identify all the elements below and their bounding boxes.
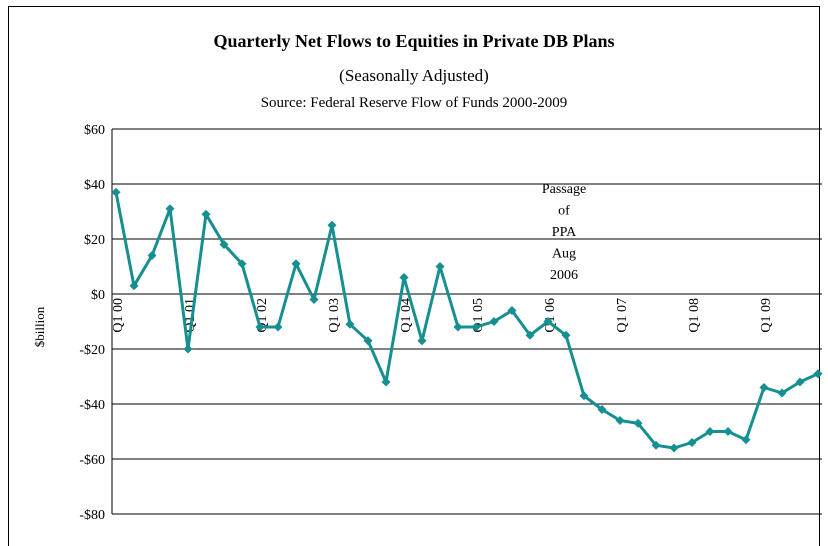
data-point	[435, 262, 445, 271]
data-point	[363, 336, 373, 346]
data-point	[507, 306, 517, 315]
data-point	[723, 427, 733, 436]
data-point	[489, 317, 499, 326]
x-tick-label: Q1 08	[687, 298, 702, 333]
data-point	[129, 281, 139, 291]
y-tick-label: $20	[84, 233, 105, 248]
data-point	[759, 383, 769, 392]
ppa-annotation-line: PPA	[552, 225, 577, 240]
data-point	[741, 435, 751, 445]
y-tick-label: $60	[84, 123, 105, 138]
data-point	[471, 322, 481, 332]
data-point	[309, 295, 319, 304]
data-point	[561, 330, 571, 340]
chart-source: Source: Federal Reserve Flow of Funds 20…	[260, 95, 568, 111]
data-point	[777, 388, 787, 398]
series-line	[114, 192, 819, 450]
data-point	[237, 259, 247, 269]
data-point	[219, 240, 229, 249]
y-tick-label: -$20	[79, 343, 105, 358]
data-point	[111, 187, 121, 197]
chart-title: Quarterly Net Flows to Equities in Priva…	[213, 31, 615, 51]
x-tick-label: Q1 09	[759, 298, 774, 333]
data-point	[291, 259, 301, 269]
data-point	[813, 369, 823, 379]
data-point	[633, 418, 643, 428]
chart-frame	[8, 6, 820, 546]
y-tick-label: -$60	[79, 453, 105, 468]
data-point	[183, 344, 193, 354]
data-point	[687, 438, 697, 447]
x-tick-label: Q1 07	[615, 298, 630, 333]
data-point	[399, 273, 409, 282]
y-tick-label: $40	[84, 178, 105, 193]
data-point	[651, 440, 661, 450]
data-point	[165, 204, 175, 214]
data-point	[579, 391, 589, 401]
chart-subtitle: (Seasonally Adjusted)	[339, 66, 489, 85]
data-point	[201, 209, 211, 219]
data-point	[705, 427, 715, 436]
x-tick-label: Q1 03	[327, 298, 342, 333]
x-tick-label: Q1 00	[111, 298, 126, 333]
data-point	[273, 322, 283, 332]
data-point	[597, 405, 607, 414]
data-point	[543, 317, 553, 326]
data-point	[345, 319, 355, 329]
y-tick-label: -$80	[79, 508, 105, 523]
data-point	[381, 377, 391, 387]
y-tick-label: -$40	[79, 398, 105, 413]
y-tick-label: $0	[91, 288, 105, 303]
x-tick-label: Q1 04	[399, 298, 414, 333]
ppa-annotation-line: 2006	[550, 268, 578, 283]
data-point	[615, 416, 625, 425]
data-point	[147, 251, 157, 260]
data-point	[453, 322, 463, 332]
data-point	[327, 220, 337, 230]
ppa-annotation-line: of	[558, 204, 570, 219]
data-point	[525, 330, 535, 340]
data-point	[795, 377, 805, 387]
ppa-annotation-line: Aug	[552, 247, 576, 262]
data-point	[255, 322, 265, 332]
data-point	[417, 336, 427, 346]
y-axis-label: $billion	[32, 306, 47, 347]
ppa-annotation-line: Passage	[542, 182, 586, 197]
data-point	[669, 443, 679, 453]
